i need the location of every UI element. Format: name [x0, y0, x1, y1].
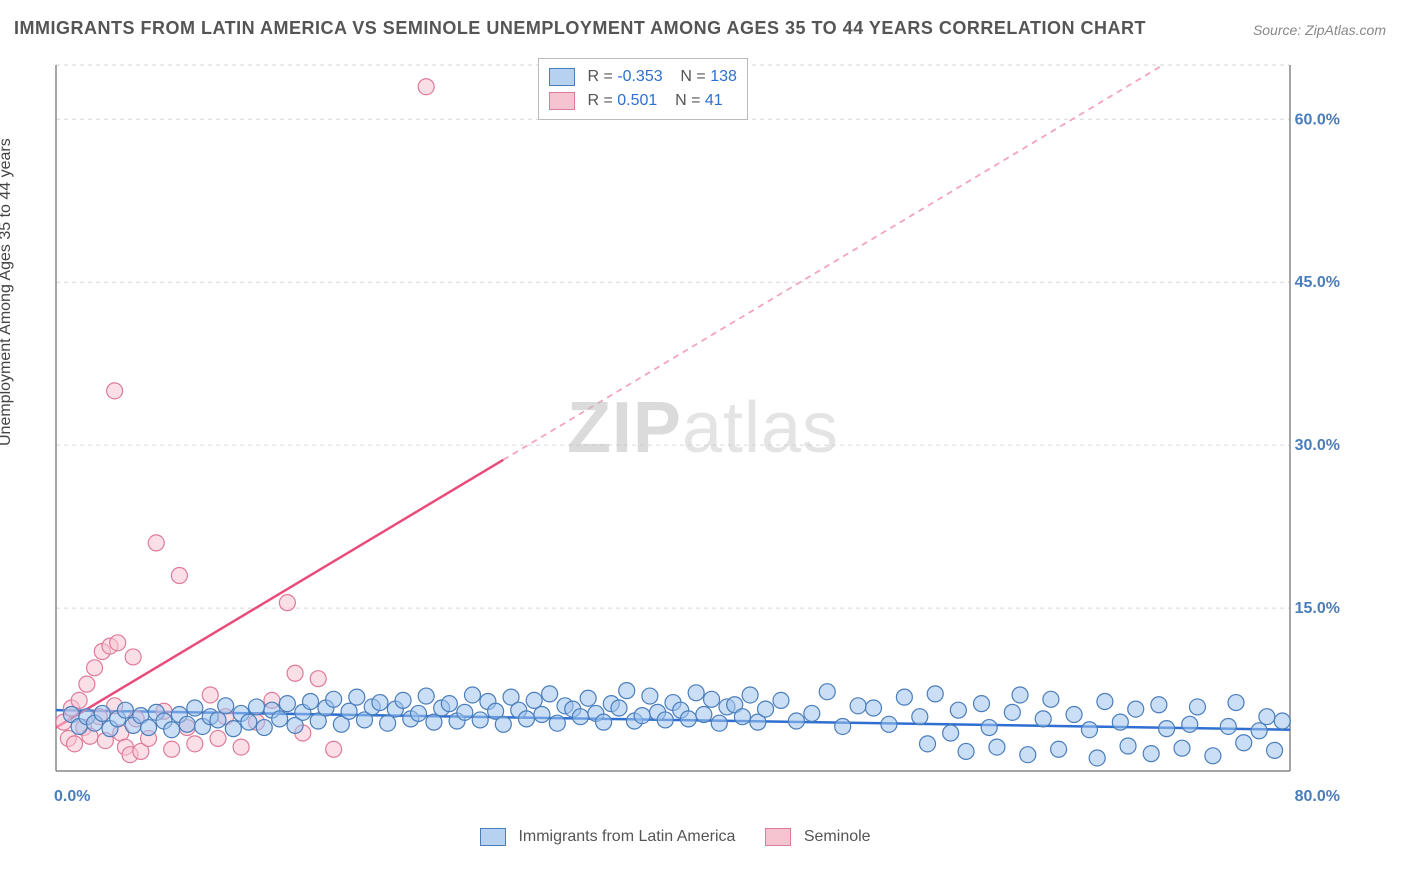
correlation-legend: R = -0.353 N = 138 R = 0.501 N = 41: [538, 58, 748, 120]
svg-text:15.0%: 15.0%: [1295, 600, 1340, 617]
series-label-pink: Seminole: [804, 828, 871, 845]
r-value-blue: -0.353: [617, 68, 662, 85]
correlation-row-pink: R = 0.501 N = 41: [549, 89, 737, 113]
r-value-pink: 0.501: [617, 92, 657, 109]
swatch-pink-icon: [765, 828, 791, 846]
svg-text:30.0%: 30.0%: [1295, 437, 1340, 454]
svg-text:80.0%: 80.0%: [1295, 788, 1340, 805]
source-attribution: Source: ZipAtlas.com: [1253, 22, 1386, 38]
svg-text:0.0%: 0.0%: [54, 788, 90, 805]
svg-text:45.0%: 45.0%: [1295, 274, 1340, 291]
swatch-pink-icon: [549, 92, 575, 110]
chart-title: IMMIGRANTS FROM LATIN AMERICA VS SEMINOL…: [14, 18, 1146, 39]
swatch-blue-icon: [549, 68, 575, 86]
r-label: R =: [587, 92, 612, 109]
n-value-blue: 138: [710, 68, 737, 85]
svg-text:60.0%: 60.0%: [1295, 111, 1340, 128]
plot-area: 15.0% 30.0% 45.0% 60.0% 0.0% 80.0%: [50, 55, 1350, 815]
correlation-row-blue: R = -0.353 N = 138: [549, 65, 737, 89]
n-label: N =: [675, 92, 700, 109]
y-axis-label: Unemployment Among Ages 35 to 44 years: [0, 138, 15, 446]
series-label-blue: Immigrants from Latin America: [518, 828, 735, 845]
swatch-blue-icon: [480, 828, 506, 846]
n-label: N =: [680, 68, 705, 85]
n-value-pink: 41: [705, 92, 723, 109]
series-legend: Immigrants from Latin America Seminole: [480, 828, 871, 846]
r-label: R =: [587, 68, 612, 85]
scatter-plot: 15.0% 30.0% 45.0% 60.0% 0.0% 80.0%: [50, 55, 1350, 815]
series-legend-blue: Immigrants from Latin America: [480, 828, 735, 846]
series-legend-pink: Seminole: [765, 828, 870, 846]
